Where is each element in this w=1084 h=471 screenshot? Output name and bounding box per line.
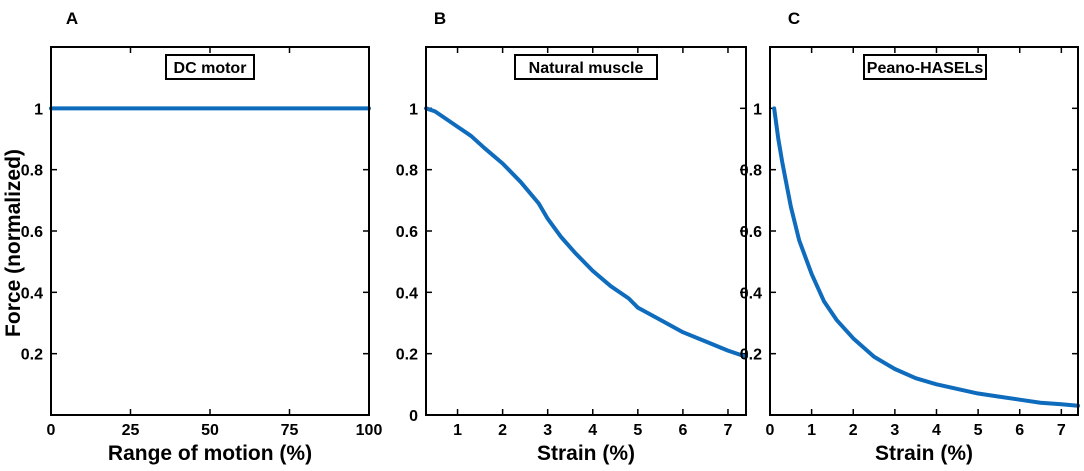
y-tick-label: 0.2	[21, 347, 43, 364]
series-line	[424, 106, 748, 359]
x-tick-label: 1	[807, 422, 816, 439]
x-tick-label: 2	[498, 422, 507, 439]
x-axis-label: Strain (%)	[537, 442, 635, 465]
x-tick-label: 50	[201, 422, 219, 439]
panel-letter-c: C	[788, 9, 800, 28]
y-tick-label: 0.2	[740, 347, 762, 364]
y-tick-label: 0.4	[396, 285, 418, 302]
x-tick-label: 1	[453, 422, 462, 439]
x-tick-label: 25	[122, 422, 140, 439]
y-tick-label: 0.6	[21, 224, 43, 241]
x-tick-label: 5	[633, 422, 642, 439]
y-tick-label: 1	[409, 101, 418, 118]
x-tick-label: 75	[281, 422, 299, 439]
x-tick-label: 2	[849, 422, 858, 439]
chart-title: DC motor	[174, 60, 247, 77]
axes-frame	[425, 46, 747, 416]
x-tick-label: 5	[974, 422, 983, 439]
axes-frame	[50, 46, 370, 416]
x-tick-label: 6	[678, 422, 687, 439]
panel-c: C 0 1 2 3 4 5 6 7 0.2 0.4 0.6 0.8 1 Peano-HASELs Strain…	[740, 9, 1080, 465]
y-tick-label: 0.4	[740, 285, 762, 302]
x-tick-label: 4	[932, 422, 941, 439]
x-tick-label: 7	[724, 422, 733, 439]
x-tick-label: 3	[890, 422, 899, 439]
y-tick-label: 0.6	[740, 224, 762, 241]
x-tick-label: 3	[543, 422, 552, 439]
y-axis-label: Force (normalized)	[2, 149, 25, 337]
panel-b: B 1 2 3 4 5 6 7 0 0.2 0.4 0.6 0.8 1 Natural muscle Stra…	[396, 9, 748, 465]
x-tick-label: 0	[766, 422, 775, 439]
title-box	[165, 54, 255, 80]
y-tick-label: 0	[409, 408, 418, 425]
y-tick-label: 0.2	[396, 347, 418, 364]
y-tick-label: 1	[753, 101, 762, 118]
x-tick-label: 6	[1015, 422, 1024, 439]
panel-letter-b: B	[434, 9, 446, 28]
x-tick-label: 0	[47, 422, 56, 439]
title-box	[863, 54, 987, 80]
x-tick-label: 7	[1057, 422, 1066, 439]
y-tick-label: 0.8	[740, 163, 762, 180]
y-tick-label: 0.8	[21, 163, 43, 180]
x-tick-label: 100	[356, 422, 383, 439]
panel-letter-a: A	[66, 9, 78, 28]
chart-title: Natural muscle	[529, 60, 644, 77]
y-tick-label: 0.8	[396, 163, 418, 180]
title-box	[514, 54, 658, 80]
series-line	[772, 106, 1080, 408]
y-tick-label: 1	[34, 101, 43, 118]
panel-a: A 0 25 50 75 100 0.2 0.4 0.6 0.8 1 DC motor Range of…	[21, 9, 383, 465]
x-axis-label: Strain (%)	[875, 442, 973, 465]
y-tick-label: 0.6	[396, 224, 418, 241]
x-axis-label: Range of motion (%)	[108, 442, 312, 465]
x-tick-label: 4	[588, 422, 597, 439]
axes-frame	[769, 46, 1079, 416]
chart-title: Peano-HASELs	[867, 60, 984, 77]
y-tick-label: 0.4	[21, 285, 43, 302]
